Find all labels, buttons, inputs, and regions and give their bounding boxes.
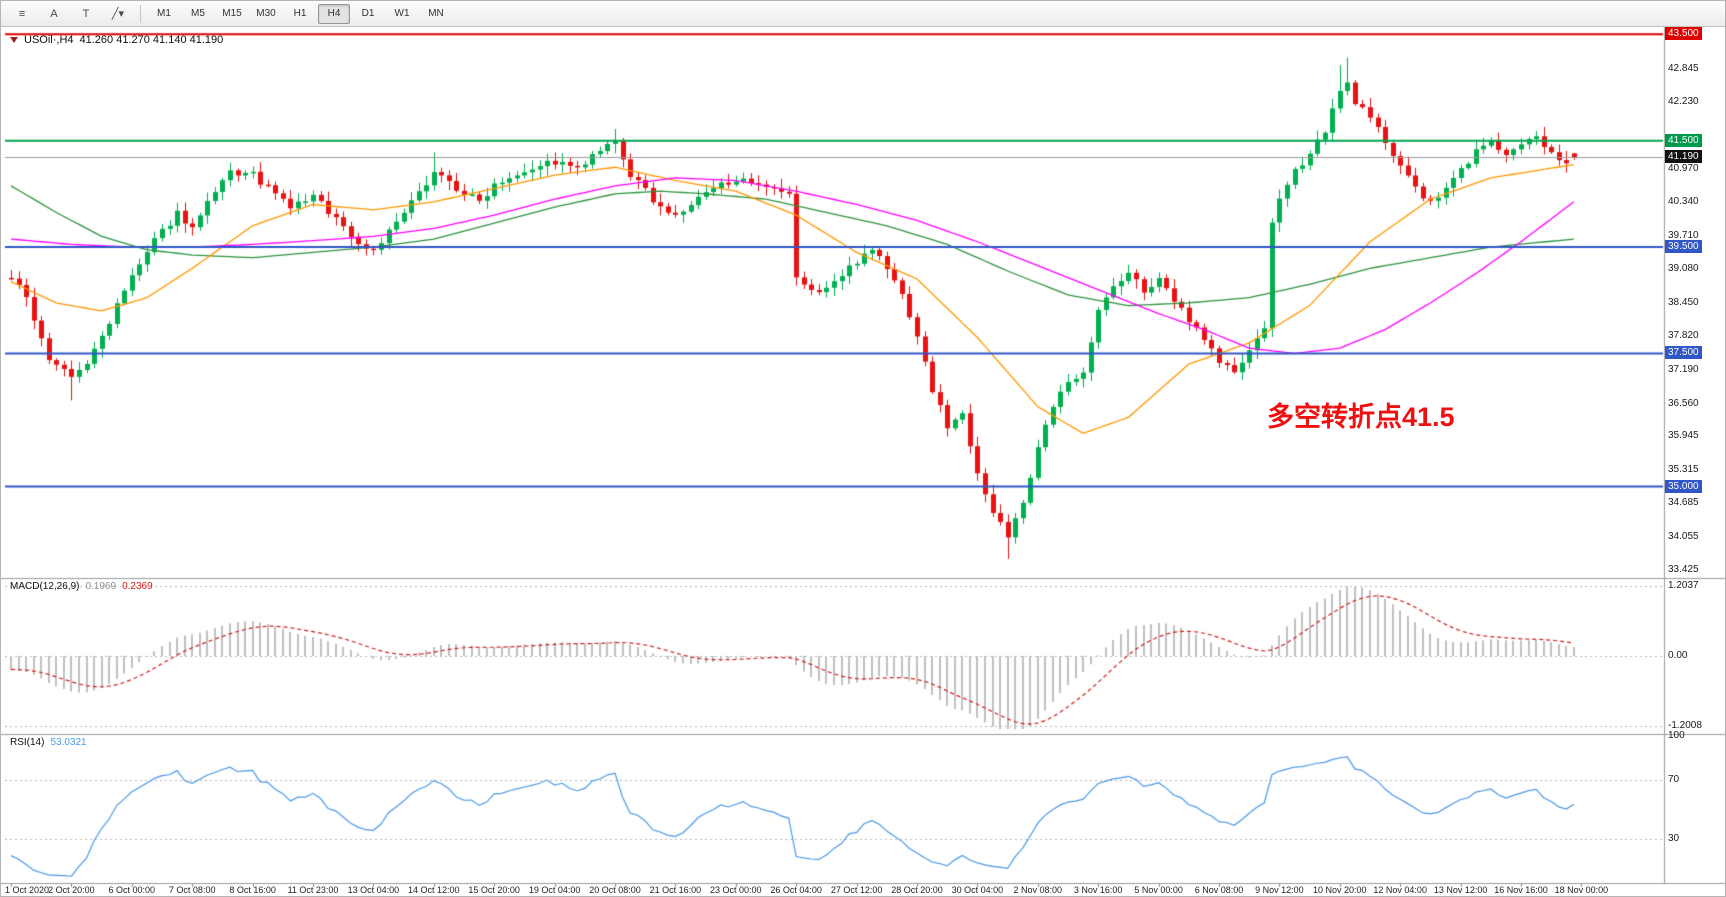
toolbar-separator [140,4,141,23]
timeframe-m30-button[interactable]: M30 [256,8,276,19]
chart-toolbar: ≡ A T ╱▾ M1 M5 M15 M30 H1 H4 D1 W1 MN [1,1,1725,27]
text-label-button[interactable]: T [82,7,90,20]
charts-list-button[interactable]: ≡ [18,7,26,20]
timeframe-m1-button[interactable]: M1 [157,8,171,19]
timeframe-mn-button[interactable]: MN [428,8,444,19]
timeframe-h4-button[interactable]: H4 [318,3,350,24]
timeframe-m5-button[interactable]: M5 [191,8,205,19]
timeframe-m15-button[interactable]: M15 [222,8,242,19]
text-annotate-button[interactable]: A [50,7,58,20]
timeframe-h1-button[interactable]: H1 [293,8,307,19]
toolbar-tools: ≡ A T ╱▾ [6,3,134,25]
timeframe-switcher: M1 M5 M15 M30 H1 H4 D1 W1 MN [147,3,453,24]
timeframe-w1-button[interactable]: W1 [394,8,410,19]
timeframe-d1-button[interactable]: D1 [361,8,375,19]
draw-tools-dropdown-button[interactable]: ╱▾ [111,8,125,20]
